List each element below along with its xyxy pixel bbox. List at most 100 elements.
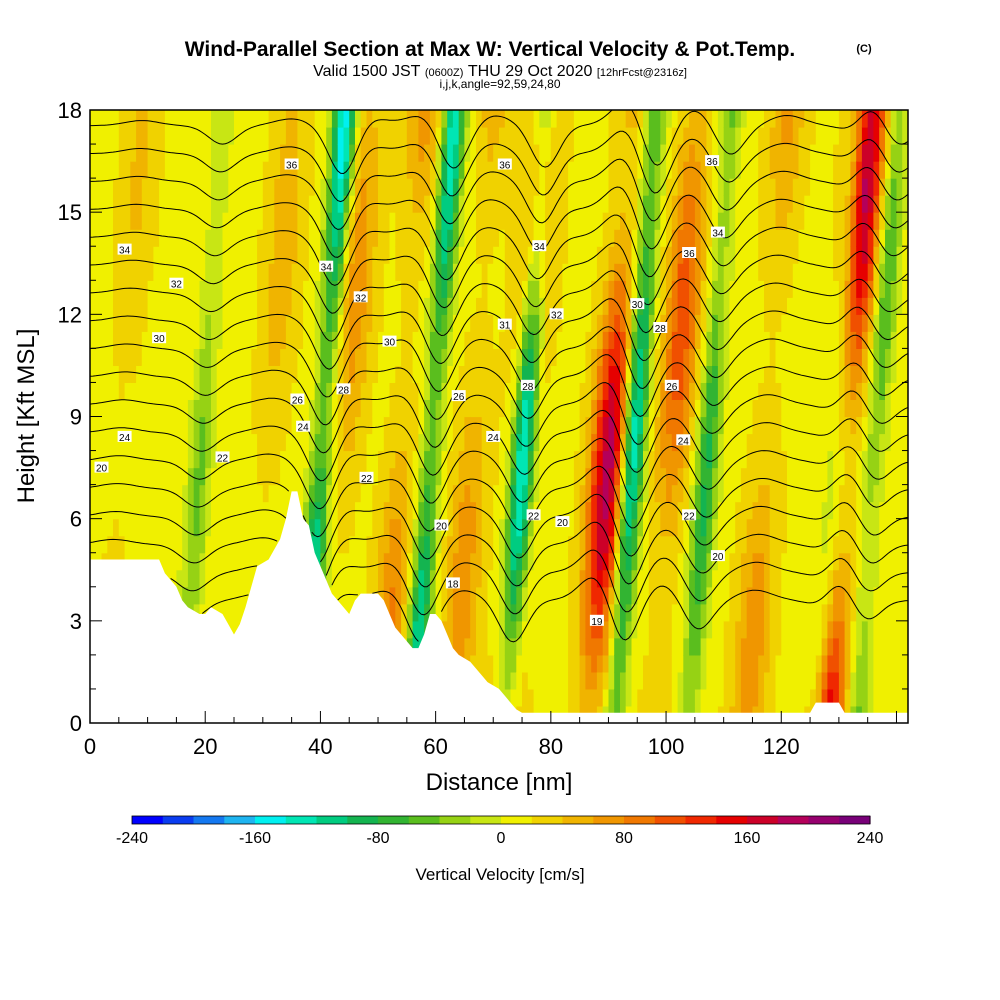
velocity-cell xyxy=(510,416,517,435)
velocity-cell xyxy=(418,467,425,486)
velocity-cell xyxy=(573,178,581,196)
velocity-cell xyxy=(159,416,166,435)
velocity-cell xyxy=(539,280,546,298)
velocity-cell xyxy=(395,535,402,554)
velocity-cell xyxy=(406,246,414,264)
velocity-cell xyxy=(769,620,777,639)
velocity-cell xyxy=(533,620,540,639)
velocity-cell xyxy=(383,518,391,537)
velocity-cell xyxy=(729,382,736,400)
velocity-cell xyxy=(401,484,408,503)
velocity-cell xyxy=(349,433,356,452)
velocity-cell xyxy=(124,416,131,435)
velocity-cell xyxy=(90,161,97,179)
velocity-cell xyxy=(608,212,615,230)
velocity-cell xyxy=(136,467,143,486)
velocity-cell xyxy=(239,433,247,452)
velocity-cell xyxy=(308,280,316,298)
velocity-cell xyxy=(562,637,569,656)
velocity-cell xyxy=(660,518,667,537)
velocity-cell xyxy=(435,314,442,332)
velocity-cell xyxy=(740,246,748,264)
velocity-cell xyxy=(573,144,581,162)
velocity-cell xyxy=(349,399,356,418)
velocity-cell xyxy=(591,127,598,145)
velocity-cell xyxy=(314,280,322,298)
velocity-cell xyxy=(694,688,702,707)
velocity-cell xyxy=(752,195,759,213)
velocity-cell xyxy=(487,212,494,230)
velocity-cell xyxy=(481,620,489,639)
velocity-cell xyxy=(620,637,627,656)
velocity-cell xyxy=(804,501,811,520)
velocity-cell xyxy=(838,280,846,298)
velocity-cell xyxy=(735,246,742,264)
velocity-cell xyxy=(464,144,471,162)
velocity-cell xyxy=(879,535,886,554)
velocity-cell xyxy=(366,314,373,332)
velocity-cell xyxy=(562,433,569,452)
velocity-cell xyxy=(614,348,621,366)
velocity-cell xyxy=(153,518,160,537)
velocity-cell xyxy=(153,110,160,128)
velocity-cell xyxy=(504,365,512,383)
velocity-cell xyxy=(740,450,748,469)
velocity-cell xyxy=(164,297,172,315)
velocity-cell xyxy=(827,331,834,349)
velocity-cell xyxy=(285,314,293,332)
velocity-cell xyxy=(568,314,575,332)
velocity-cell xyxy=(879,688,886,707)
velocity-cell xyxy=(787,416,794,435)
velocity-cell xyxy=(775,586,782,605)
velocity-cell xyxy=(781,586,788,605)
velocity-cell xyxy=(666,501,673,520)
velocity-cell xyxy=(591,484,598,503)
velocity-cell xyxy=(360,450,368,469)
velocity-cell xyxy=(320,280,327,298)
velocity-cell xyxy=(216,144,224,162)
velocity-cell xyxy=(833,586,840,605)
velocity-cell xyxy=(458,348,466,366)
velocity-cell xyxy=(314,195,322,213)
velocity-cell xyxy=(504,178,512,196)
velocity-cell xyxy=(689,263,696,281)
velocity-cell xyxy=(764,552,771,571)
velocity-cell xyxy=(729,297,736,315)
velocity-cell xyxy=(429,450,437,469)
velocity-cell xyxy=(349,450,356,469)
velocity-cell xyxy=(879,467,886,486)
velocity-cell xyxy=(867,297,875,315)
velocity-cell xyxy=(130,450,137,469)
velocity-cell xyxy=(781,314,788,332)
velocity-cell xyxy=(861,297,869,315)
velocity-cell xyxy=(694,620,702,639)
velocity-cell xyxy=(458,195,466,213)
velocity-cell xyxy=(458,365,466,383)
velocity-cell xyxy=(130,144,137,162)
velocity-cell xyxy=(614,501,621,520)
velocity-cell xyxy=(827,586,834,605)
velocity-cell xyxy=(447,382,454,400)
velocity-cell xyxy=(792,178,800,196)
velocity-cell xyxy=(562,416,569,435)
velocity-cell xyxy=(671,671,679,690)
velocity-cell xyxy=(625,433,633,452)
velocity-cell xyxy=(717,297,725,315)
velocity-cell xyxy=(798,246,805,264)
velocity-cell xyxy=(573,297,581,315)
velocity-cell xyxy=(251,314,258,332)
velocity-cell xyxy=(424,161,431,179)
velocity-cell xyxy=(625,229,633,247)
velocity-cell xyxy=(418,127,425,145)
velocity-cell xyxy=(331,331,339,349)
velocity-cell xyxy=(326,382,333,400)
velocity-cell xyxy=(620,450,627,469)
velocity-cell xyxy=(775,195,782,213)
velocity-cell xyxy=(147,433,154,452)
velocity-cell xyxy=(769,161,777,179)
velocity-cell xyxy=(740,637,748,656)
velocity-cell xyxy=(176,450,183,469)
velocity-cell xyxy=(643,178,650,196)
velocity-cell xyxy=(694,569,702,588)
velocity-cell xyxy=(689,654,696,673)
